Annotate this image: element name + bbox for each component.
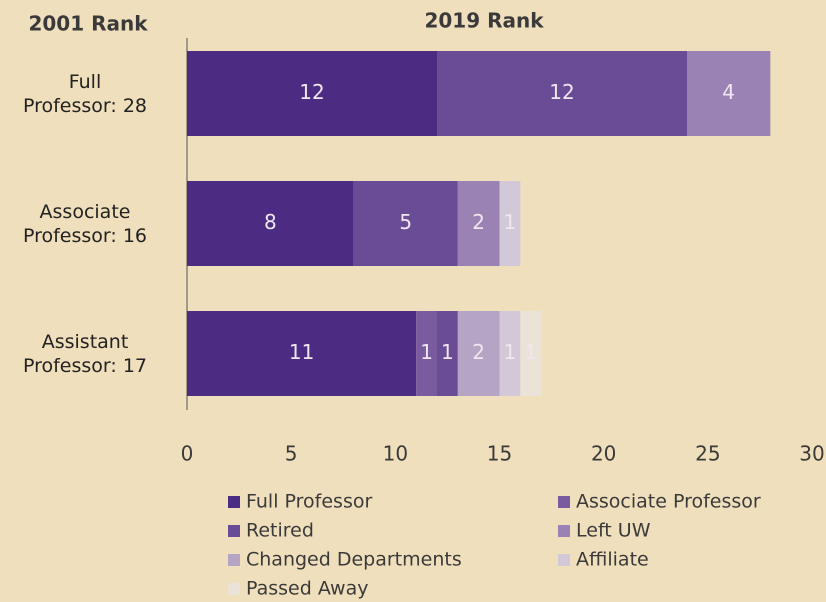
- legend-swatch: [228, 583, 240, 595]
- legend-label: Left UW: [576, 520, 651, 542]
- x-tick-label: 5: [285, 442, 298, 466]
- legend-swatch: [558, 496, 570, 508]
- bar-segment: [457, 181, 500, 266]
- data-label: 1: [441, 340, 454, 364]
- bar-segment: [457, 311, 500, 396]
- legend-swatch: [228, 525, 240, 537]
- bar-segment: [437, 311, 458, 396]
- bar-segment: [499, 181, 521, 266]
- legend-swatch: [228, 554, 240, 566]
- x-tick-label: 15: [487, 442, 512, 466]
- x-tick-label: 20: [591, 442, 616, 466]
- y-tick-label: Full Professor: 28: [22, 70, 148, 117]
- data-label: 2: [472, 210, 485, 234]
- y-tick-label: Assistant Professor: 17: [22, 330, 148, 377]
- x-tick-label: 10: [383, 442, 408, 466]
- data-label: 2: [472, 340, 485, 364]
- bar-segment: [187, 311, 417, 396]
- axis-title: 2001 Rank: [28, 12, 148, 36]
- bar-segment: [687, 51, 771, 136]
- data-label: 1: [420, 340, 433, 364]
- bar-segment: [353, 181, 458, 266]
- bar-segment: [187, 51, 437, 136]
- bar-segment: [499, 311, 521, 396]
- legend-label: Changed Departments: [246, 549, 462, 571]
- x-tick-label: 25: [695, 442, 720, 466]
- y-tick-label: Associate Professor: 16: [22, 200, 148, 247]
- legend-swatch: [228, 496, 240, 508]
- data-label: 12: [299, 80, 324, 104]
- data-label: 11: [289, 340, 314, 364]
- bar-segment: [520, 311, 542, 396]
- bar-segment: [437, 51, 687, 136]
- legend-label: Associate Professor: [576, 491, 761, 513]
- legend-swatch: [558, 554, 570, 566]
- data-label: 1: [504, 340, 517, 364]
- data-label: 4: [722, 80, 735, 104]
- data-label: 1: [504, 210, 517, 234]
- legend-label: Retired: [246, 520, 314, 542]
- legend-label: Full Professor: [246, 491, 372, 513]
- data-label: 12: [549, 80, 574, 104]
- legend-label: Passed Away: [246, 578, 369, 600]
- legend-swatch: [558, 525, 570, 537]
- x-tick-label: 0: [181, 442, 194, 466]
- chart-title: 2019 Rank: [424, 9, 544, 33]
- data-label: 1: [524, 340, 537, 364]
- legend-label: Affiliate: [576, 549, 649, 571]
- bar-segment: [416, 311, 437, 396]
- x-tick-label: 30: [799, 442, 824, 466]
- data-label: 5: [399, 210, 412, 234]
- bar-segment: [187, 181, 354, 266]
- data-label: 8: [264, 210, 277, 234]
